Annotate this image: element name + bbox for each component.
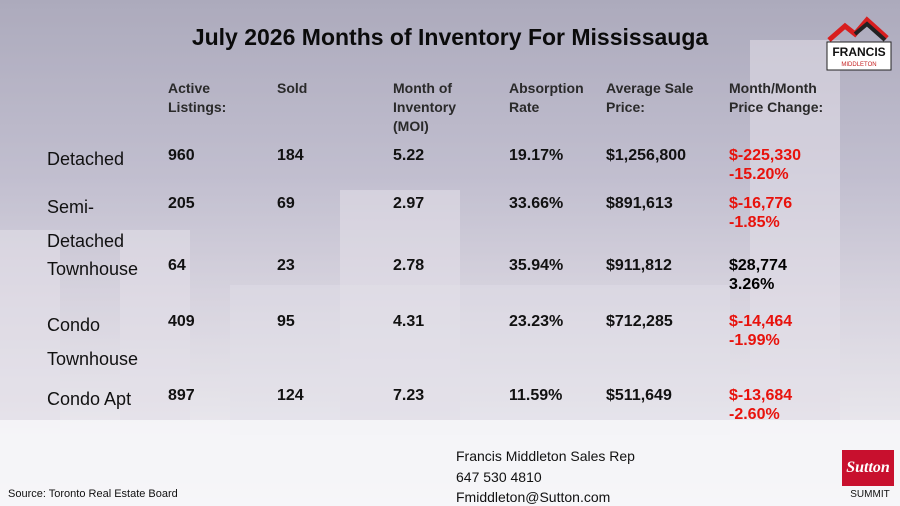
cell-change-amount: $28,774	[729, 257, 787, 274]
source: Source: Toronto Real Estate Board	[8, 488, 178, 500]
cell-listings: 64	[168, 257, 186, 274]
cell-change-amount: $-13,684	[729, 387, 793, 404]
brand-logo: Sutton	[842, 450, 894, 486]
cell-listings: 205	[168, 195, 195, 212]
logo: FRANCIS MIDDLETON	[826, 16, 892, 71]
contact-phone: 647 530 4810	[456, 469, 542, 485]
cell-absorption: 19.17%	[509, 147, 564, 164]
cell-sold: 23	[277, 257, 295, 274]
logo-surname: MIDDLETON	[841, 62, 876, 68]
column-header: Sold	[277, 80, 308, 96]
cell-listings: 409	[168, 313, 195, 330]
contact-name: Francis Middleton Sales Rep	[456, 448, 635, 464]
column-header: Absorption Rate	[509, 80, 584, 115]
cell-moi: 7.23	[393, 387, 425, 404]
row-label: Condo Townhouse	[47, 315, 139, 369]
cell-moi: 2.78	[393, 257, 425, 274]
column-header: Active Listings:	[168, 80, 227, 115]
cell-sold: 124	[277, 387, 304, 404]
building	[230, 285, 730, 435]
column-header: Month of Inventory (MOI)	[393, 80, 457, 134]
cell-absorption: 11.59%	[509, 387, 563, 404]
building	[120, 230, 190, 420]
contact-email: Fmiddleton@Sutton.com	[456, 489, 611, 505]
cell-moi: 2.97	[393, 195, 425, 212]
cell-change-amount: $-225,330	[729, 147, 802, 164]
cell-price: $911,812	[606, 257, 672, 274]
column-header: Average Sale Price:	[606, 80, 694, 115]
cell-price: $511,649	[606, 387, 672, 404]
brand-tag: SUMMIT	[850, 489, 890, 500]
row-label: Semi-Detached	[47, 197, 125, 251]
cell-change-pct: -1.85%	[729, 214, 780, 231]
cell-change-pct: -2.60%	[729, 406, 780, 423]
row-label: Condo Apt	[47, 389, 132, 409]
building	[750, 40, 840, 420]
cell-price: $712,285	[606, 313, 673, 330]
row-label: Detached	[47, 149, 125, 169]
cell-price: $1,256,800	[606, 147, 687, 164]
cell-absorption: 35.94%	[509, 257, 564, 274]
cell-change-amount: $-16,776	[729, 195, 793, 212]
cell-change-pct: 3.26%	[729, 276, 775, 293]
snow	[0, 420, 900, 506]
cell-change-amount: $-14,464	[729, 313, 793, 330]
cell-moi: 5.22	[393, 147, 425, 164]
cell-moi: 4.31	[393, 313, 425, 330]
cell-absorption: 33.66%	[509, 195, 564, 212]
building	[340, 190, 460, 420]
cell-sold: 184	[277, 147, 304, 164]
column-header: Month/Month Price Change:	[729, 80, 824, 115]
building	[0, 230, 60, 430]
logo-name: FRANCIS	[832, 45, 885, 59]
cell-sold: 69	[277, 195, 295, 212]
cell-listings: 960	[168, 147, 195, 164]
cell-listings: 897	[168, 387, 195, 404]
title: July 2026 Months of Inventory For Missis…	[191, 24, 709, 50]
cell-change-pct: -15.20%	[729, 166, 789, 183]
cell-change-pct: -1.99%	[729, 332, 780, 349]
cell-sold: 95	[277, 313, 295, 330]
logo-roof	[853, 21, 887, 42]
cell-price: $891,613	[606, 195, 673, 212]
row-label: Townhouse	[47, 259, 139, 279]
logo-box	[826, 41, 892, 71]
cell-absorption: 23.23%	[509, 313, 564, 330]
